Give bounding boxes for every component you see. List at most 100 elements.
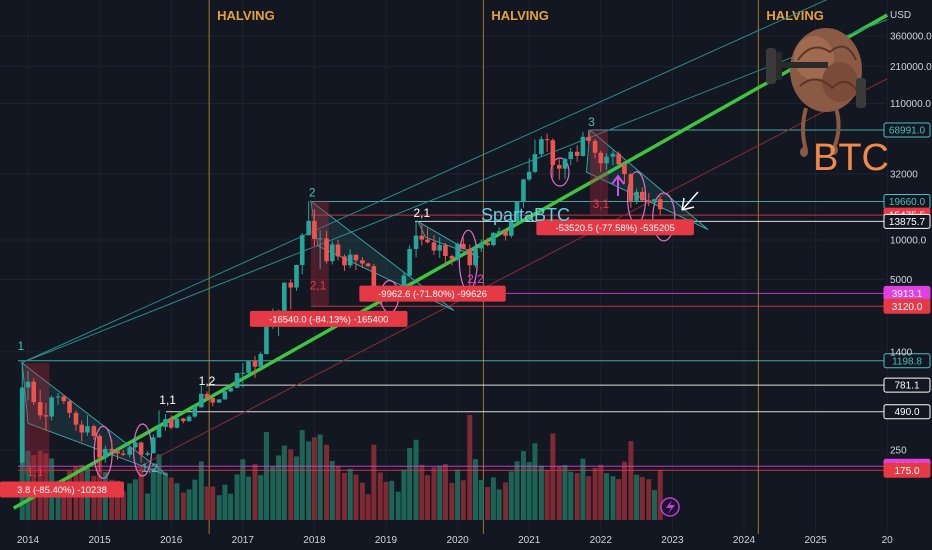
- time-tick-label: 2023: [661, 535, 684, 546]
- arrow-icon: [681, 191, 699, 211]
- candle-body: [79, 424, 84, 433]
- candle-body: [360, 260, 365, 264]
- price-tick-label: 1400: [890, 347, 913, 358]
- candle-body: [574, 151, 580, 156]
- drawdown-value: -16540.0 (-84.13%) -165400: [269, 314, 388, 325]
- volume-bar: [132, 479, 138, 520]
- candle-body: [120, 453, 126, 455]
- volume-bar: [568, 471, 574, 520]
- volume-bar: [353, 474, 359, 520]
- volume-bar: [496, 489, 502, 520]
- volume-bar: [115, 480, 120, 520]
- candle-body: [288, 282, 294, 288]
- candle-body: [324, 238, 329, 262]
- candle-body: [252, 361, 258, 367]
- volume-bar: [109, 479, 115, 520]
- volume-bar: [610, 476, 616, 520]
- price-tick-label: 32000: [890, 169, 918, 180]
- candle-body: [646, 200, 652, 203]
- volume-bar: [138, 464, 144, 520]
- candle-body: [49, 397, 54, 417]
- volume-bar: [467, 414, 473, 520]
- volume-bar: [383, 481, 389, 520]
- volume-bar: [639, 476, 645, 520]
- price-level-value: 781.1: [894, 381, 919, 392]
- volume-bar: [204, 486, 210, 520]
- candle-body: [586, 136, 591, 141]
- candle-body: [496, 231, 502, 233]
- candle-body: [264, 323, 269, 354]
- ellipse-marker: [550, 157, 570, 187]
- candle-body: [532, 154, 538, 172]
- candle-body: [216, 399, 222, 403]
- time-axis[interactable]: 2014 2015 2016 2017 2018 2019 2020 2021 2022 2023…: [17, 535, 893, 546]
- volume-bar: [514, 461, 520, 520]
- candle-body: [371, 266, 377, 292]
- price-axis[interactable]: 68991.019660.015475.513875.73913.13120.0…: [883, 32, 932, 478]
- drawdown-tag: [536, 219, 694, 236]
- candle-body: [37, 402, 43, 416]
- time-tick-label: 2019: [375, 535, 398, 546]
- candle-body: [210, 397, 216, 403]
- candle-body: [509, 221, 514, 236]
- volume-bar: [556, 465, 562, 520]
- volume-bar: [395, 491, 401, 520]
- volume-bar: [532, 443, 538, 520]
- volume-bar: [222, 484, 228, 520]
- volume-bar: [616, 479, 622, 520]
- volume-bar: [628, 441, 634, 520]
- wave-labels: 1 1,1 1,2 1,1 1,2 2 2,1 2,1 2,2 3 3,1: [17, 115, 609, 479]
- candle-body: [294, 264, 299, 288]
- candle-body: [544, 139, 550, 141]
- volume-bar: [317, 434, 323, 520]
- wave-label: 2: [309, 185, 316, 199]
- time-tick-label: 2025: [804, 535, 827, 546]
- price-level-value: 13875.7: [889, 217, 926, 228]
- price-level-value: 19660.0: [889, 197, 926, 208]
- candle-body: [491, 232, 496, 246]
- price-level-value: 68991.0: [889, 126, 926, 137]
- candle-body: [425, 239, 430, 243]
- candle-body: [312, 220, 317, 239]
- candle-body: [192, 407, 198, 417]
- volume-bar: [240, 459, 246, 520]
- volume-bar: [455, 469, 461, 520]
- price-tick-label: 360000.0: [890, 32, 932, 43]
- candles: [19, 130, 663, 472]
- candle-body: [306, 220, 311, 236]
- volume-bar: [520, 451, 526, 520]
- volume-bar: [341, 472, 347, 520]
- volume-bar: [365, 494, 371, 520]
- brain-icon: [766, 28, 866, 157]
- candle-body: [503, 231, 508, 236]
- candle-body: [521, 179, 526, 202]
- volume-bar: [538, 465, 544, 520]
- volume-bar: [120, 491, 126, 520]
- channel-line-middle: [20, 19, 888, 364]
- time-tick-label: 2022: [590, 535, 613, 546]
- volume-bar: [174, 483, 180, 520]
- price-level-value: 490.0: [894, 407, 919, 418]
- price-tick-label: 5000: [890, 275, 913, 286]
- volume-bar: [228, 493, 234, 520]
- candle-body: [419, 235, 425, 240]
- volume-bar: [127, 483, 133, 520]
- time-tick-label: 20: [882, 535, 894, 546]
- time-tick-label: 2018: [303, 535, 326, 546]
- volume-bar: [276, 455, 282, 520]
- candle-body: [461, 243, 466, 249]
- candle-body: [473, 248, 478, 266]
- drawdown-value: -9962.6 (-71.80%) -99626: [378, 289, 487, 300]
- candle-body: [610, 153, 616, 157]
- candle-body: [568, 151, 574, 159]
- price-level-tag: [883, 353, 931, 369]
- volume-bar: [550, 433, 556, 520]
- halving-label: HALVING: [491, 8, 549, 23]
- drawdown-zone-1: [24, 363, 50, 474]
- volume-bar: [485, 487, 491, 520]
- volume-bar: [186, 489, 192, 520]
- candle-body: [228, 387, 233, 392]
- volume-bar: [335, 466, 341, 520]
- volume-bar: [490, 477, 496, 520]
